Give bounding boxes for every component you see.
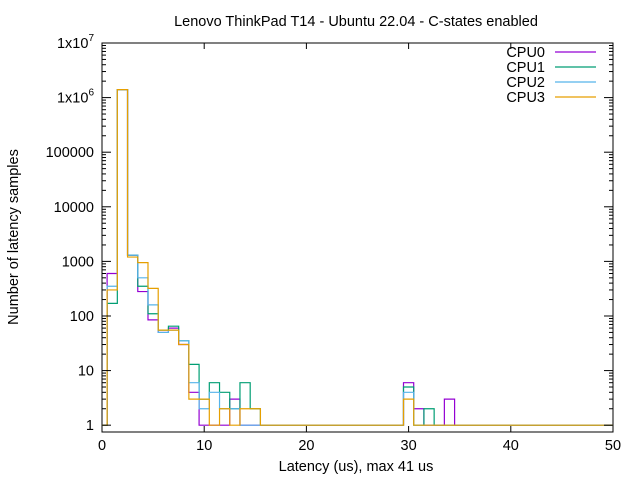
legend-label-cpu1: CPU1 bbox=[506, 60, 545, 76]
x-tick-label: 50 bbox=[605, 438, 621, 454]
series-layer bbox=[102, 89, 613, 426]
y-tick-label: 1x106 bbox=[57, 88, 94, 107]
series-line-cpu3 bbox=[102, 89, 613, 426]
y-tick-label: 1x107 bbox=[57, 33, 94, 52]
legend-label-cpu3: CPU3 bbox=[506, 90, 545, 106]
axis-ticks: 0 10 20 30 40 50 1 10 100 1000 10000 100000 1x106 1x1… bbox=[46, 33, 621, 454]
series-line-cpu2 bbox=[102, 89, 613, 426]
y-tick-label: 100000 bbox=[46, 145, 94, 161]
series-line-cpu1 bbox=[102, 89, 613, 426]
chart-title: Lenovo ThinkPad T14 - Ubuntu 22.04 - C-s… bbox=[174, 14, 538, 30]
series-line-cpu0 bbox=[102, 89, 613, 426]
y-tick-label: 1 bbox=[86, 418, 94, 434]
plot-frame bbox=[101, 42, 614, 433]
y-tick-label: 10000 bbox=[54, 200, 94, 216]
x-tick-label: 20 bbox=[298, 438, 314, 454]
y-tick-label: 100 bbox=[70, 309, 94, 325]
y-tick-label: 1000 bbox=[62, 254, 94, 270]
y-tick-label: 10 bbox=[78, 364, 94, 380]
legend-label-cpu0: CPU0 bbox=[506, 45, 545, 61]
x-tick-label: 0 bbox=[98, 438, 106, 454]
x-tick-label: 30 bbox=[401, 438, 417, 454]
x-tick-label: 40 bbox=[503, 438, 519, 454]
legend-label-cpu2: CPU2 bbox=[506, 75, 545, 91]
plot-area bbox=[101, 42, 614, 433]
x-tick-label: 10 bbox=[196, 438, 212, 454]
y-axis-label: Number of latency samples bbox=[6, 149, 22, 325]
x-axis-label: Latency (us), max 41 us bbox=[279, 459, 434, 475]
